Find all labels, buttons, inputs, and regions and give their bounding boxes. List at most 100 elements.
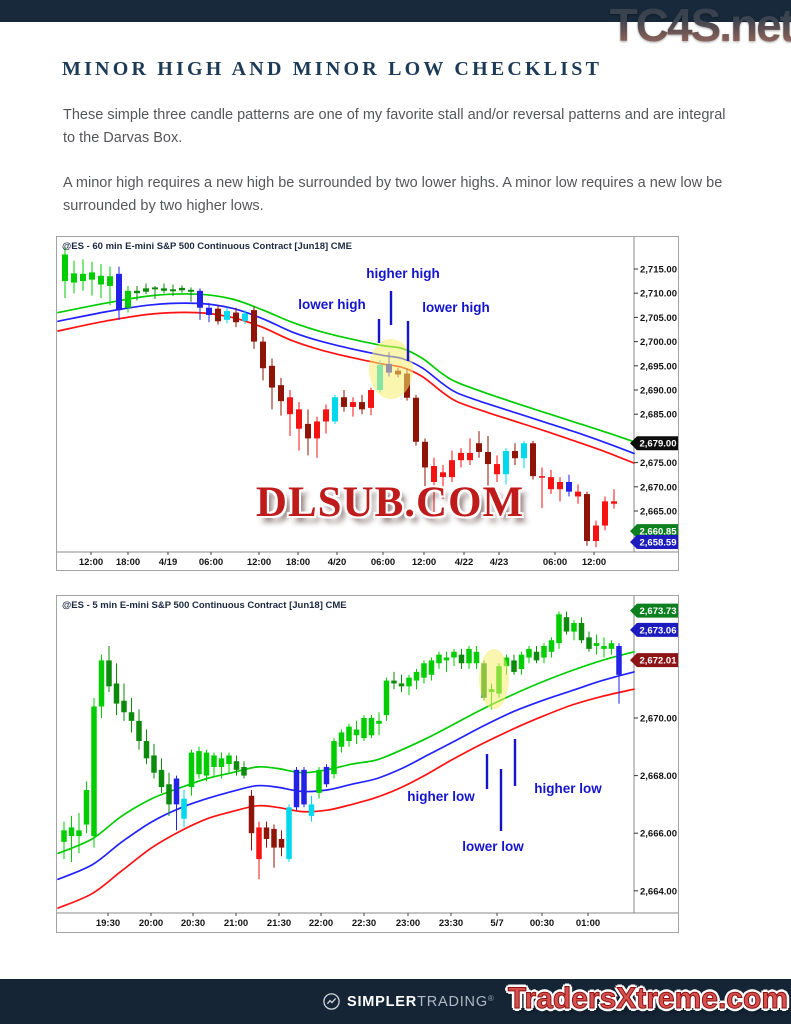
candle bbox=[350, 397, 356, 417]
candle bbox=[521, 440, 527, 469]
y-tick-label: 2,675.00 bbox=[640, 458, 677, 469]
chart-60min-panel: higher high lower high lower high 2,715.00 2… bbox=[56, 236, 679, 571]
candle bbox=[428, 657, 435, 681]
price-tag-box bbox=[636, 436, 678, 451]
x-tick-label: 20:00 bbox=[139, 918, 163, 929]
candle bbox=[391, 671, 397, 690]
y-tick-label: 2,670.00 bbox=[640, 482, 677, 493]
annotation-text: higher high bbox=[366, 266, 440, 281]
candle bbox=[106, 646, 112, 693]
x-tick-label: 18:00 bbox=[286, 557, 310, 568]
candle bbox=[571, 620, 577, 641]
candle bbox=[332, 394, 338, 424]
x-tick-label: 20:30 bbox=[181, 918, 205, 929]
candle-body bbox=[134, 290, 140, 294]
definition-paragraph: A minor high requires a new high be surr… bbox=[63, 175, 723, 215]
candle-body bbox=[331, 741, 337, 775]
candle bbox=[458, 448, 464, 468]
price-tag-label: 2,672.01 bbox=[640, 656, 678, 667]
candle bbox=[91, 697, 97, 848]
candle-body bbox=[286, 807, 292, 860]
candle-body bbox=[518, 654, 525, 670]
x-tick-label: 21:30 bbox=[267, 918, 291, 929]
candle bbox=[584, 491, 590, 546]
candles-layer bbox=[61, 611, 622, 880]
candle-body bbox=[89, 272, 95, 280]
candle bbox=[422, 438, 428, 487]
candle bbox=[548, 469, 554, 495]
candle-body bbox=[503, 450, 509, 475]
candle-body bbox=[566, 481, 572, 492]
candle-body bbox=[476, 443, 482, 452]
x-tick-label: 4/20 bbox=[328, 557, 347, 568]
candle-body bbox=[173, 778, 180, 805]
candle-body bbox=[521, 443, 527, 459]
intro-paragraph: These simple three candle patterns are o… bbox=[63, 107, 726, 147]
price-tag-box bbox=[636, 535, 678, 550]
candle-body bbox=[458, 654, 465, 664]
candle bbox=[473, 646, 480, 670]
candle-body bbox=[593, 525, 599, 542]
candle-body bbox=[350, 402, 356, 407]
price-tag-label: 2,679.00 bbox=[640, 439, 677, 450]
candle-body bbox=[601, 646, 607, 649]
candle-body bbox=[346, 726, 352, 742]
candle bbox=[152, 285, 158, 300]
y-tick-label: 2,705.00 bbox=[640, 313, 677, 324]
candle bbox=[440, 465, 446, 499]
candle bbox=[458, 648, 465, 670]
price-tag-box bbox=[636, 653, 678, 668]
candle bbox=[224, 307, 230, 324]
candle-body bbox=[421, 663, 427, 678]
candle-body bbox=[301, 769, 307, 805]
candle bbox=[353, 720, 360, 744]
ma-line bbox=[57, 688, 635, 909]
candle bbox=[98, 654, 105, 718]
candle-body bbox=[413, 397, 419, 442]
candle-body bbox=[368, 718, 375, 736]
candle-body bbox=[611, 501, 617, 504]
candle-body bbox=[323, 766, 330, 785]
candle bbox=[338, 729, 345, 753]
candle-body bbox=[428, 660, 435, 675]
chart-title: @ES - 60 min E-mini S&P 500 Continuous C… bbox=[62, 241, 352, 252]
candle-body bbox=[113, 683, 120, 704]
candle-body bbox=[248, 795, 255, 834]
candle bbox=[526, 646, 532, 664]
candle-body bbox=[71, 273, 77, 283]
candle-body bbox=[608, 643, 615, 649]
candle bbox=[218, 752, 225, 779]
candle bbox=[548, 637, 555, 658]
candle bbox=[107, 266, 113, 306]
candle bbox=[181, 790, 187, 828]
x-tick-label: 18:00 bbox=[116, 557, 140, 568]
x-tick-label: 06:00 bbox=[371, 557, 395, 568]
candle bbox=[341, 390, 347, 412]
candle bbox=[116, 266, 122, 320]
candle-body bbox=[467, 452, 473, 461]
price-tag-arrow bbox=[630, 653, 637, 668]
tc4s-watermark: TC4S.net bbox=[609, 0, 791, 51]
candle-body bbox=[316, 769, 322, 793]
candle-body bbox=[136, 720, 142, 742]
annotation-text: higher low bbox=[407, 789, 475, 804]
price-tag: 2,672.01 bbox=[630, 653, 678, 668]
candle-body bbox=[80, 273, 86, 282]
candle bbox=[556, 611, 562, 649]
candle-body bbox=[197, 290, 203, 308]
pattern-highlight bbox=[369, 339, 413, 399]
candle bbox=[586, 631, 592, 652]
candle-body bbox=[571, 622, 577, 632]
x-tick-label: 00:30 bbox=[530, 918, 554, 929]
candle-body bbox=[586, 637, 592, 649]
x-tick-label: 22:30 bbox=[352, 918, 376, 929]
price-tag-arrow bbox=[630, 436, 637, 451]
candle-body bbox=[76, 830, 82, 837]
candle bbox=[233, 307, 239, 328]
candle bbox=[566, 474, 572, 497]
candle-body bbox=[533, 651, 540, 661]
candle-body bbox=[451, 651, 457, 658]
registered-mark: ® bbox=[487, 993, 495, 1003]
candle bbox=[421, 660, 427, 684]
candle-body bbox=[181, 798, 187, 819]
